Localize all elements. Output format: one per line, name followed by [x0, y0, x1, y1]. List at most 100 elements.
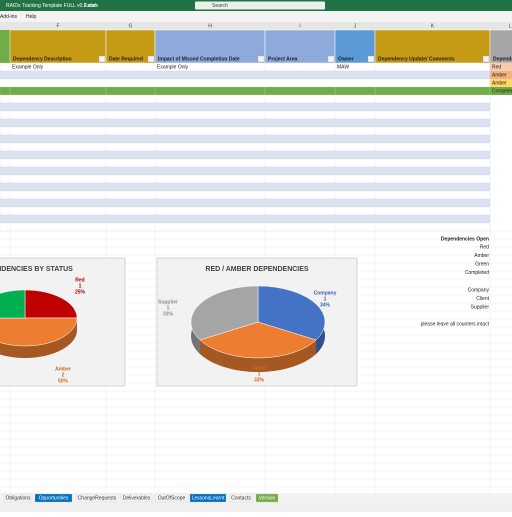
- status-cell: [490, 87, 512, 95]
- grid-row: [0, 78, 491, 88]
- summary-label: Supplier: [471, 304, 490, 310]
- header-text: Dependency Update/ Comments: [378, 56, 455, 62]
- grid-row: [0, 134, 491, 144]
- sheet-tab[interactable]: [3, 493, 33, 503]
- chart-title: RED / AMBER DEPENDENCIES: [205, 266, 309, 273]
- header-text: Date Required: [109, 56, 143, 62]
- data-label-name: Company: [314, 290, 337, 296]
- summary-title: Dependencies Open: [441, 236, 489, 242]
- sheet-tab[interactable]: [75, 493, 119, 503]
- grid-row: [0, 206, 491, 216]
- data-label-percent: 50%: [58, 378, 69, 384]
- header-text: Impact of Missed Completion Date: [158, 56, 240, 62]
- status-text: Complete: [492, 88, 512, 94]
- pie-slice: [199, 321, 317, 359]
- app-name: Excel: [84, 3, 96, 9]
- data-label-name: Amber: [55, 366, 71, 372]
- sheet-tab[interactable]: [189, 493, 227, 503]
- filter-button[interactable]: [482, 55, 490, 63]
- cell-text: Example Only: [12, 64, 44, 70]
- data-label-name: Supplier: [158, 299, 178, 305]
- chart-title: DEPENDENCIES BY STATUS: [0, 266, 73, 273]
- sheet-tab[interactable]: [255, 493, 279, 503]
- cell-text: Example Only: [157, 64, 189, 70]
- grid-row: [0, 142, 491, 152]
- summary-label: Red: [480, 244, 489, 250]
- menu-item[interactable]: Help: [26, 14, 37, 20]
- status-cell: [490, 71, 512, 79]
- column-letter: H: [208, 23, 212, 29]
- header-cell: [0, 30, 10, 63]
- filter-button[interactable]: [327, 55, 335, 63]
- pie-slice: [190, 285, 259, 341]
- grid-row: [0, 86, 491, 96]
- cell-text: MAW: [337, 64, 349, 70]
- header-text: Project Area: [268, 56, 297, 62]
- grid-row: [0, 198, 491, 208]
- grid-row: [0, 94, 491, 104]
- data-label-name: Client: [252, 365, 266, 371]
- status-cell: [490, 63, 512, 71]
- sheet-tab-label[interactable]: Deliverables: [123, 495, 151, 501]
- grid-row: [0, 62, 491, 72]
- summary-label: Client: [476, 296, 489, 302]
- grid-row: [0, 158, 491, 168]
- grid-row: [0, 70, 491, 80]
- sheet-tab-label[interactable]: Contacts: [231, 495, 251, 501]
- summary-label: Company: [468, 287, 490, 293]
- status-text: Red: [492, 64, 501, 70]
- sheet-tab[interactable]: [120, 493, 153, 503]
- header-text: Dependency Description: [13, 56, 72, 62]
- pie-slice: [24, 289, 78, 319]
- sheet-tab-label[interactable]: Obligations: [5, 495, 31, 501]
- header-cell: [154, 29, 266, 64]
- header-cell: [374, 29, 491, 64]
- sheet-tab[interactable]: [34, 493, 73, 503]
- grid-row: [0, 110, 491, 120]
- data-label-value: 1: [324, 296, 327, 302]
- data-label-value: 1: [167, 305, 170, 311]
- grid-row: [0, 126, 491, 136]
- column-letter: K: [431, 23, 435, 29]
- search-text[interactable]: Search: [212, 3, 228, 9]
- filter-button[interactable]: [257, 55, 265, 63]
- header-cell: [264, 29, 336, 64]
- summary-label: Green: [475, 261, 489, 267]
- grid-row: [0, 214, 491, 224]
- pie-slice: [0, 289, 26, 319]
- menu-item[interactable]: Add-ins: [0, 14, 17, 20]
- filter-button[interactable]: [98, 55, 106, 63]
- summary-note: please leave all counters intact: [421, 321, 490, 327]
- grid-row: [0, 102, 491, 112]
- sheet-tab-label[interactable]: Opportunities: [39, 495, 69, 501]
- data-label-percent: 25%: [75, 289, 86, 295]
- column-letter: L: [509, 23, 512, 29]
- sheet-tab-label[interactable]: LessonsLearnt: [192, 495, 225, 501]
- ribbon-tabs: [0, 11, 512, 22]
- header-cell: [9, 29, 107, 64]
- data-label-value: 1: [79, 283, 82, 289]
- data-label-value: 2: [62, 372, 65, 378]
- data-label-value: 1: [258, 371, 261, 377]
- pie-side: [199, 340, 317, 372]
- grid-row: [0, 190, 491, 200]
- sheet-tab-label[interactable]: OutOfScope: [158, 495, 186, 501]
- column-letter: F: [56, 23, 59, 29]
- sheet-tab[interactable]: [228, 493, 254, 503]
- data-label-name: Red: [75, 277, 84, 283]
- file-name: RAIDs Tracking Template FULL v0.2.xlsm: [6, 3, 98, 9]
- filter-button[interactable]: [367, 55, 375, 63]
- column-letter: G: [129, 23, 133, 29]
- header-text: Dependency Status: [493, 56, 512, 62]
- summary-label: Completed: [465, 270, 489, 276]
- data-label-percent: 33%: [254, 377, 265, 383]
- sheet-tab-label[interactable]: Version: [259, 495, 276, 501]
- status-text: Amber: [492, 72, 507, 78]
- sheet-tab[interactable]: [154, 493, 189, 503]
- sheet-tab-label[interactable]: ChangeRequests: [78, 495, 117, 501]
- pie-side: [0, 318, 77, 358]
- grid-row: [0, 150, 491, 160]
- column-letter: J: [354, 23, 357, 29]
- filter-button[interactable]: [147, 55, 155, 63]
- search-box[interactable]: [195, 1, 325, 10]
